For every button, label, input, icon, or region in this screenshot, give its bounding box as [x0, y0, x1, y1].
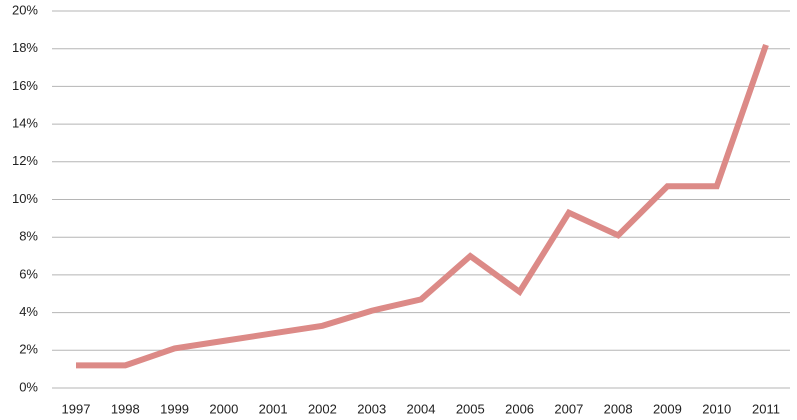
- x-tick-label: 1999: [160, 401, 189, 416]
- x-tick-label: 2003: [357, 401, 386, 416]
- y-tick-label: 18%: [12, 40, 38, 55]
- x-tick-label: 2000: [209, 401, 238, 416]
- y-tick-label: 12%: [12, 153, 38, 168]
- y-tick-label: 0%: [19, 379, 38, 394]
- x-tick-label: 2010: [702, 401, 731, 416]
- y-tick-label: 20%: [12, 2, 38, 17]
- y-tick-label: 10%: [12, 191, 38, 206]
- x-tick-label: 2004: [407, 401, 436, 416]
- x-tick-label: 2008: [604, 401, 633, 416]
- x-tick-label: 2001: [259, 401, 288, 416]
- y-tick-label: 4%: [19, 304, 38, 319]
- y-tick-label: 6%: [19, 266, 38, 281]
- x-tick-label: 2011: [752, 401, 780, 416]
- x-tick-label: 2009: [653, 401, 682, 416]
- x-tick-label: 2002: [308, 401, 337, 416]
- y-tick-label: 16%: [12, 78, 38, 93]
- y-tick-label: 2%: [19, 342, 38, 357]
- x-tick-label: 1997: [62, 401, 91, 416]
- x-tick-label: 1998: [111, 401, 140, 416]
- y-tick-label: 14%: [12, 116, 38, 131]
- x-tick-label: 2006: [505, 401, 534, 416]
- x-tick-label: 2007: [554, 401, 583, 416]
- y-tick-label: 8%: [19, 229, 38, 244]
- data-line: [76, 43, 769, 369]
- x-tick-label: 2005: [456, 401, 485, 416]
